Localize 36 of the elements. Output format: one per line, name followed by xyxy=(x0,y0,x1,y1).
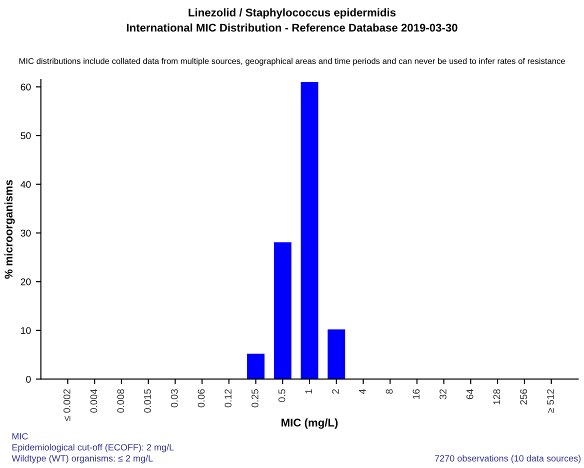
y-tick-label: 40 xyxy=(20,181,31,188)
x-tick-label: ≥ 512 xyxy=(547,389,554,413)
x-axis-title: MIC (mg/L) xyxy=(282,418,338,429)
y-tick-label: 10 xyxy=(21,327,31,334)
bar xyxy=(328,329,346,380)
y-tick-label: 0 xyxy=(26,376,31,383)
x-tick-label: 64 xyxy=(466,389,474,400)
bar xyxy=(300,82,318,380)
y-axis-title: % microorganisms xyxy=(4,180,15,279)
y-tick-label: 50 xyxy=(20,132,31,140)
y-tick-label: 20 xyxy=(20,278,31,286)
x-tick-label: ≤ 0.002 xyxy=(63,389,70,421)
x-tick-label: 0.004 xyxy=(90,389,98,413)
x-tick-label: 1 xyxy=(305,389,312,394)
y-tick-label: 30 xyxy=(20,230,31,237)
y-tick-label: 60 xyxy=(20,84,31,90)
x-tick-label: 0.12 xyxy=(224,389,232,408)
x-tick-label: 8 xyxy=(386,389,393,394)
bar xyxy=(274,242,292,380)
x-tick-label: 0.5 xyxy=(278,389,286,402)
x-tick-label: 0.015 xyxy=(144,389,151,413)
x-tick-label: 32 xyxy=(440,389,446,400)
chart-subtitle: MIC distributions include collated data from multiple sources, geographical areas and time periods and can never be used to infer rates of resistance xyxy=(19,58,565,66)
x-tick-label: 2 xyxy=(332,389,339,394)
x-tick-label: 256 xyxy=(520,389,528,405)
x-tick-label: 4 xyxy=(359,389,366,394)
bar xyxy=(247,354,265,380)
x-tick-label: 0.25 xyxy=(252,389,258,408)
x-tick-label: 128 xyxy=(493,389,500,404)
x-tick-label: 0.03 xyxy=(170,389,178,408)
text: MIC Epidemiological cut-off (ECOFF): 2 mg/L Wildtype (WT) organisms: ≤ 2 mg/L xyxy=(12,433,174,464)
chart-title: Linezolid / Staphylococcus epidermidis International MIC Distribution - Reference Database 2019-03-30 xyxy=(126,8,458,32)
text: 7270 observations (10 data sources) xyxy=(435,454,581,464)
x-tick-label: 0.008 xyxy=(117,389,124,413)
x-tick-label: 16 xyxy=(412,389,420,399)
x-tick-label: 0.06 xyxy=(198,389,205,408)
